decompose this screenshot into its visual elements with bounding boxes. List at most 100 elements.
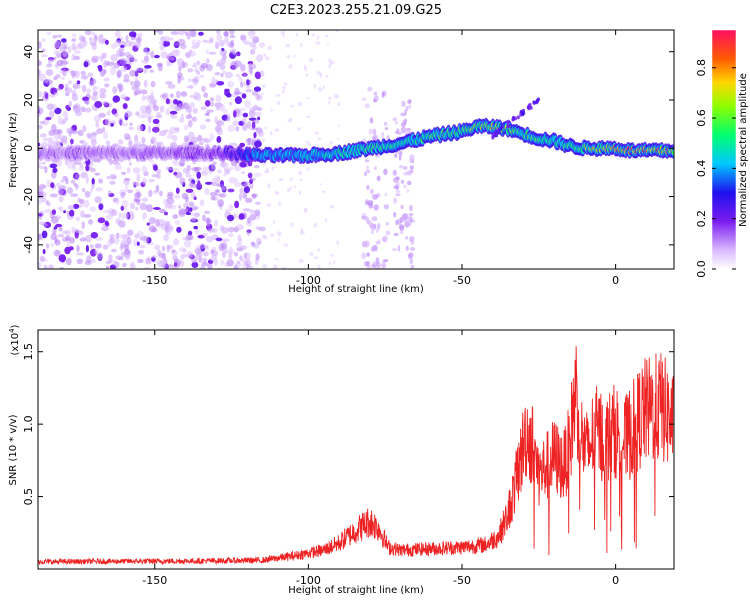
noise-speckle (205, 49, 209, 54)
noise-speckle (330, 204, 335, 209)
noise-speckle (126, 167, 131, 174)
noise-speckle (255, 94, 263, 101)
noise-speckle (201, 232, 208, 237)
noise-speckle (202, 166, 211, 172)
noise-speckle (255, 253, 260, 261)
noise-speckle (134, 40, 142, 49)
noise-speckle (205, 58, 210, 64)
noise-speckle (62, 176, 68, 181)
streak-speckle (395, 219, 399, 226)
noise-speckle (169, 52, 174, 57)
noise-speckle (137, 115, 146, 119)
streak-speckle (406, 180, 412, 186)
noise-speckle (274, 191, 280, 195)
noise-speckle (213, 257, 218, 266)
noise-speckle (201, 85, 206, 93)
noise-speckle (190, 191, 196, 198)
noise-speckle (81, 72, 87, 77)
noise-speckle (120, 205, 125, 211)
noise-speckle (126, 236, 132, 245)
noise-speckle (128, 126, 134, 131)
streak-speckle (405, 236, 408, 240)
streak-speckle (394, 153, 398, 158)
noise-speckle (282, 32, 285, 38)
noise-speckle (165, 167, 174, 171)
noise-speckle (179, 40, 186, 44)
noise-speckle (90, 259, 96, 264)
spectrogram-heatmap (38, 30, 674, 269)
noise-speckle (191, 116, 196, 122)
noise-speckle (149, 159, 154, 163)
noise-speckle (40, 191, 47, 197)
noise-speckle (191, 167, 199, 171)
noise-speckle (63, 210, 67, 214)
colorbar-gradient (712, 30, 736, 269)
noise-speckle (98, 112, 106, 118)
noise-speckle (120, 44, 125, 48)
noise-speckle (200, 243, 205, 250)
streak-speckle (371, 230, 374, 235)
noise-speckle (139, 202, 147, 211)
noise-speckle (251, 91, 259, 96)
noise-speckle (227, 226, 235, 233)
noise-speckle (325, 34, 329, 38)
streak-speckle (365, 169, 371, 174)
noise-speckle (196, 171, 201, 179)
noise-speckle (75, 173, 80, 181)
noise-speckle (41, 161, 46, 165)
noise-speckle (256, 237, 262, 245)
noise-speckle (154, 244, 161, 251)
noise-speckle (137, 258, 144, 264)
noise-speckle (195, 93, 202, 102)
noise-speckle (171, 249, 176, 254)
noise-speckle (197, 134, 203, 142)
noise-speckle (52, 167, 58, 173)
streak-speckle (398, 154, 402, 161)
noise-speckle (129, 202, 136, 210)
streak-speckle (399, 164, 404, 169)
streak-speckle (381, 91, 385, 98)
streak-speckle (375, 228, 379, 233)
noise-speckle (55, 87, 62, 91)
noise-speckle (260, 93, 265, 95)
noise-speckle (304, 67, 308, 72)
noise-speckle (122, 103, 128, 110)
noise-speckle (58, 43, 67, 52)
streak-speckle (370, 246, 374, 252)
noise-speckle (193, 225, 198, 230)
noise-speckle (178, 260, 185, 268)
noise-speckle (333, 259, 336, 264)
noise-speckle (70, 130, 79, 135)
noise-speckle (53, 226, 58, 230)
noise-speckle (49, 94, 56, 98)
noise-speckle (159, 208, 166, 214)
noise-speckle (266, 203, 271, 207)
noise-speckle (91, 55, 99, 63)
noise-speckle (125, 34, 129, 43)
noise-speckle (55, 223, 63, 228)
streak-speckle (366, 252, 371, 257)
streak-speckle (407, 217, 412, 222)
noise-speckle (295, 32, 299, 37)
noise-speckle (141, 136, 146, 144)
noise-speckle (180, 76, 184, 81)
noise-speckle (45, 69, 54, 76)
noise-speckle (166, 134, 175, 139)
noise-speckle (115, 232, 120, 239)
noise-speckle (116, 49, 123, 58)
noise-speckle (216, 127, 223, 136)
noise-speckle (328, 261, 332, 266)
noise-speckle (38, 107, 44, 115)
noise-speckle (193, 212, 200, 218)
noise-speckle (203, 92, 208, 98)
noise-speckle (102, 101, 109, 106)
colorbar-tick-label: 0.2 (695, 210, 708, 228)
noise-speckle (187, 78, 192, 83)
noise-speckle (148, 179, 155, 183)
noise-speckle (134, 134, 139, 142)
noise-speckle (113, 261, 120, 268)
noise-speckle (124, 244, 129, 251)
noise-speckle (102, 131, 109, 140)
noise-speckle (137, 32, 143, 38)
